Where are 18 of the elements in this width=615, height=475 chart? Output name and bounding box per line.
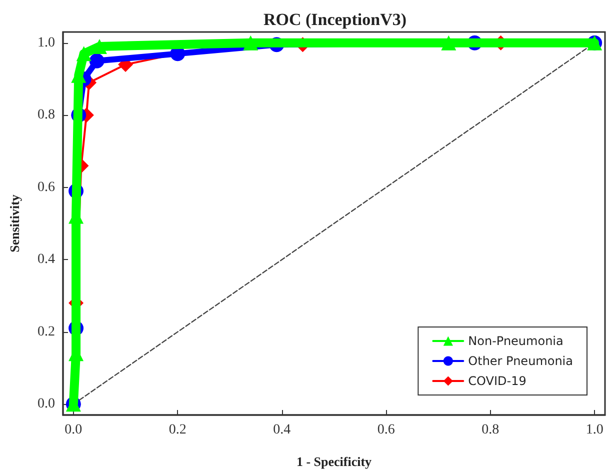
y-tick-label: 0.6 [38,180,55,195]
chart-title: ROC (InceptionV3) [263,10,407,29]
x-tick-label: 0.2 [168,422,186,438]
x-tick-label: 0.4 [273,422,291,438]
legend-label: Other Pneumonia [468,354,574,368]
y-tick-label: 0.0 [38,396,55,412]
x-axis-title: 1 - Specificity [296,454,372,469]
x-tick-label: 1.0 [586,422,604,438]
x-tick-label: 0.8 [482,422,500,438]
y-tick-label: 0.8 [38,108,55,123]
y-tick-label: 0.2 [38,324,55,340]
y-axis-title: Sensitivity [7,194,22,252]
y-tick-label: 1.0 [38,35,55,50]
x-tick-label: 0.6 [377,422,395,438]
legend-label: COVID-19 [468,374,526,388]
legend-label: Non-Pneumonia [468,334,564,348]
y-tick-label: 0.4 [38,252,55,268]
x-tick-label: 0.0 [64,422,82,438]
